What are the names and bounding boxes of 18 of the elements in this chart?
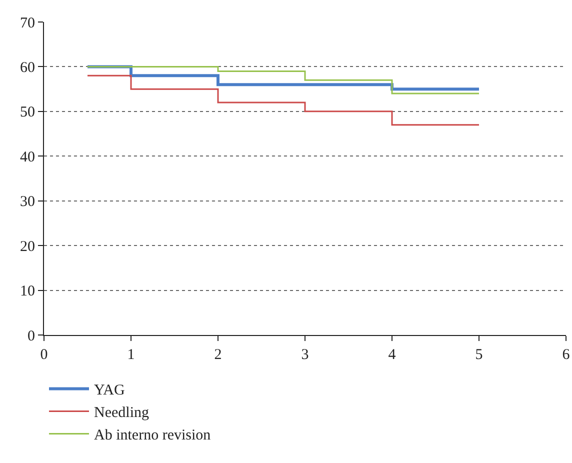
y-tick-label: 70 [20,15,35,32]
x-tick-label: 1 [127,347,135,363]
x-tick-label: 0 [40,347,48,363]
x-tick-label: 2 [214,347,222,363]
y-tick-label: 0 [28,328,35,344]
y-tick-label: 40 [20,149,35,166]
legend-label: Ab interno revision [94,428,212,444]
x-tick-label: 6 [562,347,570,363]
x-tick-label: 3 [301,347,309,363]
legend-label: YAG [94,382,125,399]
y-tick-label: 60 [20,60,35,76]
y-tick-label: 30 [20,194,35,210]
y-tick-label: 50 [20,104,35,121]
legend-label: Needling [94,405,150,422]
y-tick-label: 20 [20,238,35,255]
x-tick-label: 4 [388,347,396,363]
y-tick-label: 10 [20,284,35,300]
x-tick-label: 5 [475,347,483,363]
